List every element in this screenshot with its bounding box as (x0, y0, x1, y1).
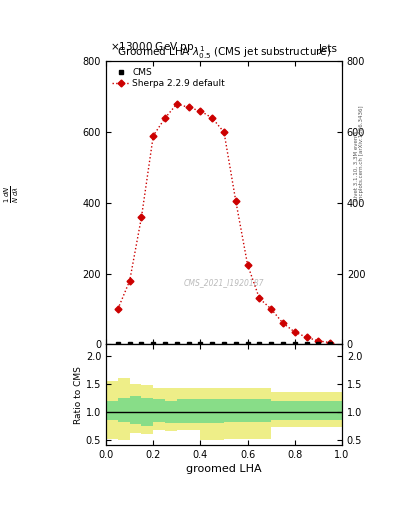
Sherpa 2.2.9 default (222, 129, 226, 135)
Text: CMS_2021_I1920187: CMS_2021_I1920187 (184, 278, 264, 287)
Sherpa 2.2.9 default (210, 115, 215, 121)
CMS (316, 340, 321, 347)
Sherpa 2.2.9 default (245, 262, 250, 268)
Sherpa 2.2.9 default (174, 101, 179, 107)
Sherpa 2.2.9 default (186, 104, 191, 111)
CMS (269, 340, 274, 347)
CMS (210, 340, 215, 347)
Sherpa 2.2.9 default (316, 338, 321, 344)
CMS (127, 340, 132, 347)
Text: $\times$13000 GeV pp: $\times$13000 GeV pp (110, 40, 195, 54)
CMS (139, 340, 144, 347)
Sherpa 2.2.9 default (281, 320, 285, 326)
Sherpa 2.2.9 default (163, 115, 167, 121)
Sherpa 2.2.9 default (328, 339, 332, 346)
Title: Groomed LHA $\lambda^{1}_{0.5}$ (CMS jet substructure): Groomed LHA $\lambda^{1}_{0.5}$ (CMS jet… (117, 45, 331, 61)
Sherpa 2.2.9 default (233, 198, 238, 204)
Sherpa 2.2.9 default (257, 295, 262, 302)
CMS (328, 340, 332, 347)
Text: Rivet 3.1.10, 3.3M events
mcplots.cern.ch [arXiv:1306.3436]: Rivet 3.1.10, 3.3M events mcplots.cern.c… (354, 106, 364, 201)
CMS (257, 340, 262, 347)
CMS (233, 340, 238, 347)
Sherpa 2.2.9 default (269, 306, 274, 312)
Sherpa 2.2.9 default (139, 214, 144, 220)
Sherpa 2.2.9 default (198, 108, 203, 114)
Sherpa 2.2.9 default (151, 133, 156, 139)
Text: $\frac{1}{N}\frac{dN}{d\lambda}$: $\frac{1}{N}\frac{dN}{d\lambda}$ (3, 186, 21, 203)
CMS (281, 340, 285, 347)
Line: Sherpa 2.2.9 default: Sherpa 2.2.9 default (116, 101, 332, 345)
Line: CMS: CMS (116, 342, 332, 346)
CMS (245, 340, 250, 347)
CMS (222, 340, 226, 347)
Sherpa 2.2.9 default (116, 306, 120, 312)
CMS (163, 340, 167, 347)
CMS (186, 340, 191, 347)
CMS (174, 340, 179, 347)
Legend: CMS, Sherpa 2.2.9 default: CMS, Sherpa 2.2.9 default (110, 66, 227, 90)
Sherpa 2.2.9 default (292, 329, 297, 335)
CMS (304, 340, 309, 347)
Text: Jets: Jets (319, 44, 338, 54)
CMS (292, 340, 297, 347)
X-axis label: groomed LHA: groomed LHA (186, 464, 262, 475)
Y-axis label: Ratio to CMS: Ratio to CMS (74, 366, 83, 424)
Sherpa 2.2.9 default (304, 334, 309, 340)
CMS (116, 340, 120, 347)
CMS (198, 340, 203, 347)
Sherpa 2.2.9 default (127, 278, 132, 284)
CMS (151, 340, 156, 347)
